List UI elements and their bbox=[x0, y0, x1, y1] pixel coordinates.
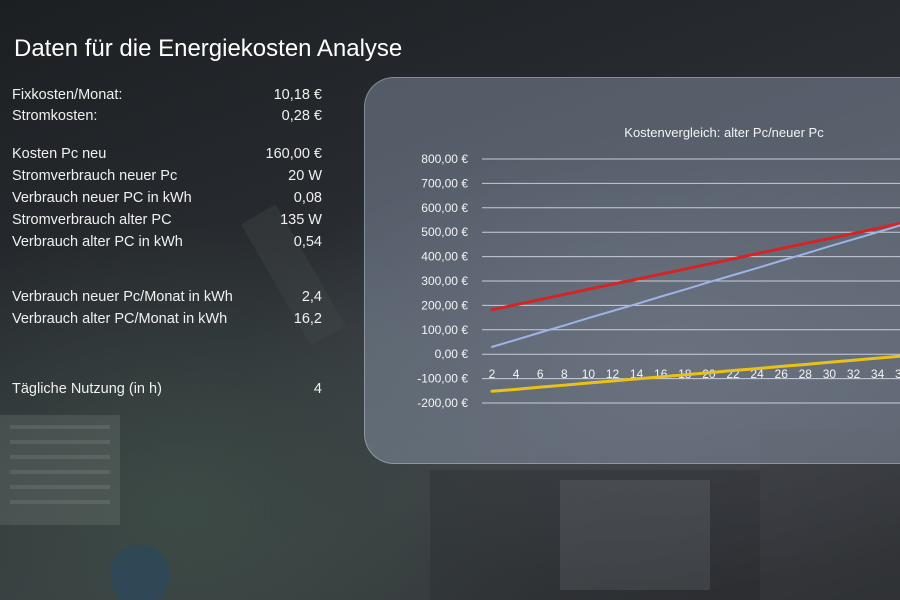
param-row: Stromverbrauch alter PC 135 W bbox=[12, 210, 322, 230]
param-value: 0,54 bbox=[293, 234, 322, 250]
param-value: 16,2 bbox=[293, 311, 322, 327]
y-tick-label: 500,00 € bbox=[421, 225, 468, 239]
y-tick-label: -200,00 € bbox=[417, 396, 468, 410]
y-tick-label: 0,00 € bbox=[435, 347, 469, 361]
x-tick-label: 26 bbox=[775, 367, 789, 381]
param-label: Verbrauch neuer Pc/Monat in kWh bbox=[12, 289, 233, 305]
param-label: Tägliche Nutzung (in h) bbox=[12, 381, 162, 397]
param-value: 0,08 bbox=[293, 190, 322, 206]
cost-comparison-chart: Kostenvergleich: alter Pc/neuer Pc 800,0… bbox=[417, 125, 900, 410]
y-tick-label: 400,00 € bbox=[421, 250, 468, 264]
series-line-red bbox=[490, 221, 900, 312]
page-title: Daten für die Energiekosten Analyse bbox=[14, 35, 403, 62]
param-row: Stromkosten: 0,28 € bbox=[12, 106, 322, 126]
y-tick-label: 600,00 € bbox=[421, 201, 468, 215]
param-label: Fixkosten/Monat: bbox=[12, 87, 123, 103]
param-label: Verbrauch neuer PC in kWh bbox=[12, 190, 192, 206]
y-tick-label: 700,00 € bbox=[421, 176, 468, 190]
y-tick-label: 800,00 € bbox=[421, 152, 468, 166]
x-tick-label: 2 bbox=[489, 367, 496, 381]
param-value: 20 W bbox=[288, 168, 322, 184]
param-row: Fixkosten/Monat: 10,18 € bbox=[12, 85, 322, 105]
y-tick-label: 200,00 € bbox=[421, 298, 468, 312]
x-tick-label: 28 bbox=[799, 367, 813, 381]
param-row: Verbrauch alter PC in kWh 0,54 bbox=[12, 232, 322, 252]
param-label: Stromverbrauch neuer Pc bbox=[12, 168, 178, 184]
param-label: Kosten Pc neu bbox=[12, 146, 107, 162]
param-value: 135 W bbox=[280, 212, 322, 228]
x-tick-label: 24 bbox=[750, 367, 764, 381]
chart-panel bbox=[364, 77, 900, 464]
param-value: 4 bbox=[313, 381, 322, 397]
param-value: 0,28 € bbox=[281, 108, 322, 124]
param-row: Stromverbrauch neuer Pc 20 W bbox=[12, 166, 322, 186]
x-tick-label: 6 bbox=[537, 367, 544, 381]
param-row: Tägliche Nutzung (in h) 4 bbox=[12, 379, 322, 399]
param-label: Stromkosten: bbox=[12, 108, 98, 124]
y-tick-label: 300,00 € bbox=[421, 274, 468, 288]
param-value: 160,00 € bbox=[265, 146, 322, 162]
y-tick-label: 100,00 € bbox=[421, 323, 468, 337]
param-label: Verbrauch alter PC/Monat in kWh bbox=[12, 311, 228, 327]
x-tick-label: 10 bbox=[582, 367, 596, 381]
x-tick-label: 34 bbox=[871, 367, 885, 381]
param-row: Verbrauch alter PC/Monat in kWh 16,2 bbox=[12, 309, 322, 329]
param-row: Kosten Pc neu 160,00 € bbox=[12, 144, 322, 164]
x-tick-label: 36 bbox=[895, 367, 900, 381]
param-label: Verbrauch alter PC in kWh bbox=[12, 234, 183, 250]
x-tick-label: 4 bbox=[513, 367, 520, 381]
param-row: Verbrauch neuer Pc/Monat in kWh 2,4 bbox=[12, 287, 322, 307]
param-row: Verbrauch neuer PC in kWh 0,08 bbox=[12, 188, 322, 208]
series-line-blue bbox=[491, 224, 900, 348]
param-value: 2,4 bbox=[301, 289, 322, 305]
param-label: Stromverbrauch alter PC bbox=[12, 212, 172, 228]
y-tick-label: -100,00 € bbox=[417, 372, 468, 386]
x-tick-label: 30 bbox=[823, 367, 837, 381]
x-tick-label: 8 bbox=[561, 367, 568, 381]
x-tick-label: 16 bbox=[654, 367, 668, 381]
param-value: 10,18 € bbox=[273, 87, 322, 103]
chart-title: Kostenvergleich: alter Pc/neuer Pc bbox=[624, 125, 824, 140]
series-line-yellow bbox=[490, 354, 900, 393]
x-tick-label: 12 bbox=[606, 367, 620, 381]
x-tick-label: 32 bbox=[847, 367, 861, 381]
